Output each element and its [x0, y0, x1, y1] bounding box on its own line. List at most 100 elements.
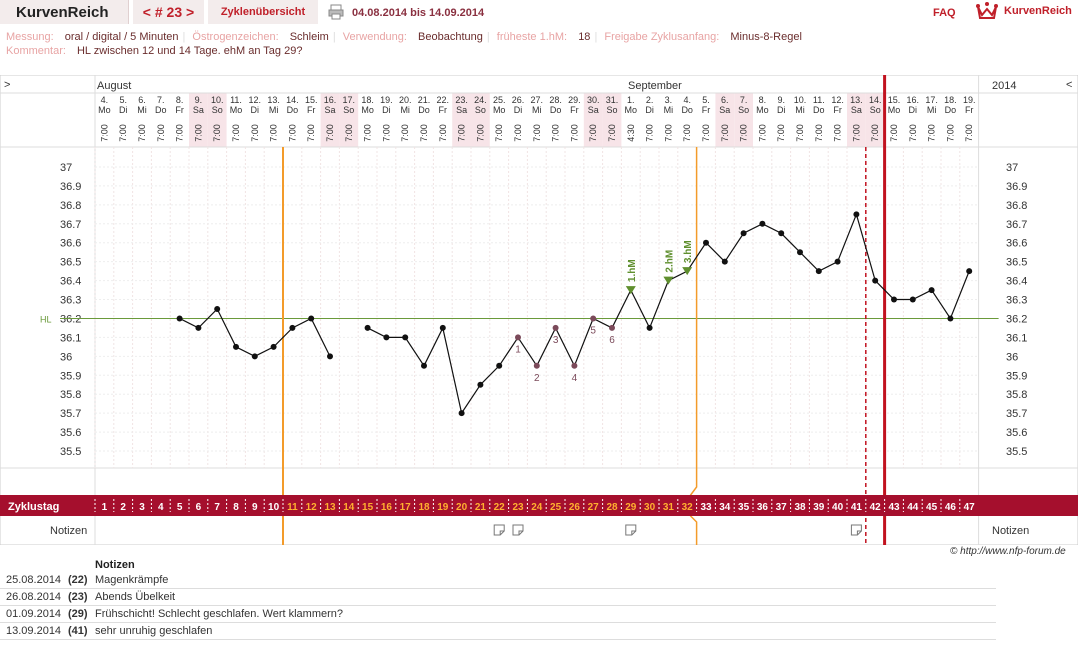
temperature-point: [966, 268, 973, 275]
time-label: 7:00: [193, 124, 203, 142]
weekday-label: Do: [155, 105, 167, 115]
cycle-day-number: 17: [400, 502, 412, 513]
weekday-label: Sa: [193, 105, 204, 115]
cycle-day-number: 20: [456, 502, 468, 513]
time-label: 7:00: [682, 124, 692, 142]
note-cycle-day: (29): [68, 608, 88, 620]
brand-link[interactable]: KurvenReich: [1004, 5, 1072, 17]
weekday-label: Mo: [888, 105, 901, 115]
printer-icon[interactable]: [328, 4, 344, 20]
time-label: 7:00: [175, 124, 185, 142]
note-icon: [512, 524, 524, 536]
low-marker-point: [552, 324, 559, 331]
cycle-day-number: 6: [196, 502, 202, 513]
cycle-chart: > < August September 2014 4. Mo 7:00 5. Di 7:00 6. M…: [0, 74, 1078, 546]
cycle-day-number: 42: [870, 502, 882, 513]
date-label: 19.: [963, 95, 976, 105]
time-label: 7:00: [776, 124, 786, 142]
weekday-label: Di: [251, 105, 260, 115]
cycle-day-number: 36: [757, 502, 769, 513]
date-label: 4.: [683, 95, 691, 105]
low-marker-label: 3: [553, 335, 559, 346]
cycle-day-number: 16: [381, 502, 393, 513]
time-label: 7:00: [325, 124, 335, 142]
cycle-day-number: 7: [214, 502, 220, 513]
note-icon: [850, 524, 862, 536]
time-label: 7:00: [739, 124, 749, 142]
low-marker-label: 4: [572, 373, 578, 384]
chart-frame: [0, 74, 1078, 546]
y-tick-left: 36.5: [60, 257, 81, 269]
weekday-label: Fr: [702, 105, 711, 115]
cycle-day-number: 12: [306, 502, 318, 513]
weekday-label: Mi: [927, 105, 937, 115]
date-label: 21.: [418, 95, 431, 105]
hm-marker-label: 2.hM: [664, 250, 675, 273]
cycle-day-number: 26: [569, 502, 581, 513]
y-tick-left: 35.9: [60, 370, 81, 382]
y-tick-right: 36.7: [1006, 219, 1027, 231]
note-text: Frühschicht! Schlecht geschlafen. Wert k…: [95, 608, 344, 620]
weekday-label: Mo: [98, 105, 111, 115]
cycle-day-number: 43: [888, 502, 900, 513]
cycle-navigation[interactable]: < # 23 >: [133, 0, 204, 24]
low-marker-label: 6: [609, 335, 615, 346]
temperature-point: [703, 239, 709, 246]
y-tick-right: 36.4: [1006, 276, 1027, 288]
weekday-label: Fr: [307, 105, 316, 115]
time-label: 7:00: [551, 124, 561, 142]
hm-marker-label: 1.hM: [627, 259, 638, 282]
cycle-overview-link[interactable]: Zyklenübersicht: [208, 0, 318, 24]
time-label: 7:00: [663, 124, 673, 142]
cycle-day-number: 44: [907, 502, 919, 513]
note-date: 01.09.2014: [6, 608, 62, 620]
time-label: 7:00: [400, 124, 410, 142]
time-label: 7:00: [908, 124, 918, 142]
weekday-label: Mi: [400, 105, 410, 115]
date-label: 2.: [646, 95, 654, 105]
time-label: 7:00: [833, 124, 843, 142]
y-tick-left: 36.9: [60, 181, 81, 193]
logo[interactable]: KurvenReich: [0, 0, 129, 24]
y-tick-right: 35.7: [1006, 408, 1027, 420]
time-label: 7:00: [945, 124, 955, 142]
temperature-point: [909, 296, 916, 303]
y-tick-right: 36.3: [1006, 295, 1027, 307]
weekday-label: So: [212, 105, 223, 115]
temperature-point: [364, 324, 371, 331]
y-tick-right: 36.8: [1006, 200, 1027, 212]
note-cycle-day: (23): [68, 591, 88, 603]
weekday-label: Mi: [269, 105, 279, 115]
cycle-day-number: 5: [177, 502, 183, 513]
date-label: 20.: [399, 95, 412, 105]
date-label: 31.: [606, 95, 619, 105]
weekday-label: Sa: [588, 105, 599, 115]
weekday-label: Di: [909, 105, 918, 115]
date-label: 14.: [286, 95, 299, 105]
cycle-day-number: 46: [945, 502, 957, 513]
y-tick-left: 36: [60, 351, 72, 363]
faq-link[interactable]: FAQ: [933, 7, 956, 19]
date-label: 5.: [702, 95, 710, 105]
hm-marker: [625, 286, 636, 295]
cycle-day-number: 1: [102, 502, 108, 513]
low-marker-point: [590, 315, 597, 322]
y-tick-left: 36.4: [60, 276, 81, 288]
cycle-day-number: 29: [625, 502, 637, 513]
cycle-day-number: 45: [926, 502, 938, 513]
y-tick-left: 36.7: [60, 219, 81, 231]
temperature-point: [289, 324, 296, 331]
date-label: 8.: [176, 95, 184, 105]
date-label: 30.: [587, 95, 600, 105]
low-marker-point: [609, 324, 615, 331]
date-label: 17.: [343, 95, 356, 105]
temperature-point: [270, 343, 277, 350]
note-cycle-day: (22): [68, 574, 88, 586]
time-label: 7:00: [156, 124, 166, 142]
temperature-point: [721, 258, 728, 265]
credit[interactable]: © http://www.nfp-forum.de: [950, 546, 1066, 557]
low-marker-point: [515, 334, 521, 341]
cycle-day-number: 35: [738, 502, 750, 513]
oestrogen-value: Schleim: [289, 31, 329, 43]
weekday-label: So: [343, 105, 354, 115]
